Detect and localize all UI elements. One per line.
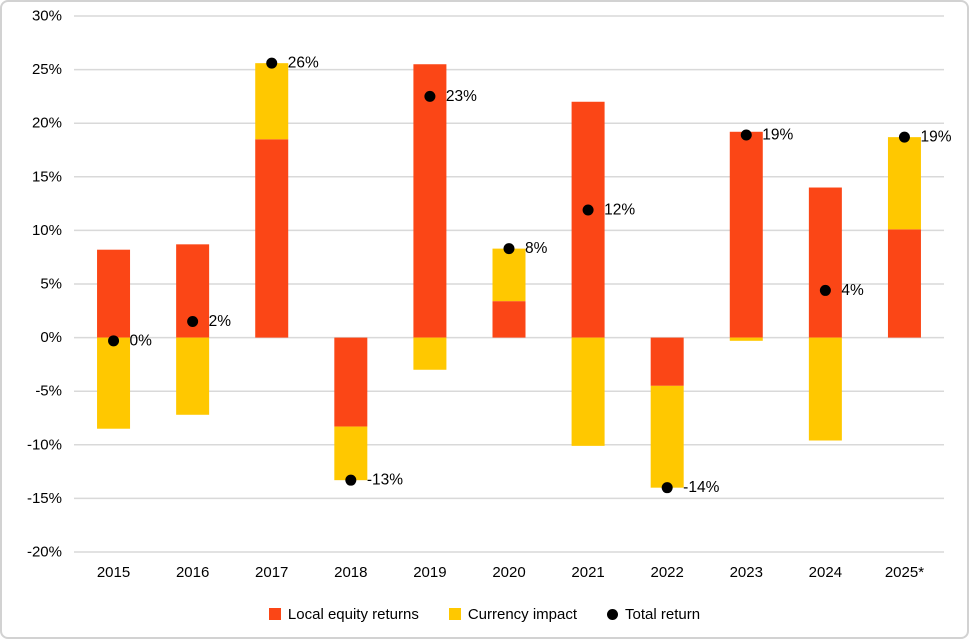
bar-segment-local-equity-2021 xyxy=(571,101,605,338)
bar-segment-currency-2023 xyxy=(729,337,763,341)
y-axis-tick-label: -20% xyxy=(27,544,62,561)
total-return-data-label: -13% xyxy=(367,472,403,489)
bar-segment-local-equity-2025* xyxy=(887,229,921,338)
total-return-data-label: 19% xyxy=(920,129,951,146)
y-axis-tick-label: 20% xyxy=(32,115,62,132)
total-return-dot-2016 xyxy=(187,316,199,328)
total-return-dot-2019 xyxy=(424,90,436,102)
total-return-dot-2017 xyxy=(266,57,278,69)
y-axis-tick-label: 5% xyxy=(40,276,62,293)
legend-item-total-return: Total return xyxy=(607,606,700,623)
legend-marker-local-equity-returns-icon xyxy=(268,608,281,620)
total-return-data-label: 23% xyxy=(446,88,477,105)
x-axis-tick-label: 2024 xyxy=(809,564,842,581)
total-return-dot-2020 xyxy=(503,243,515,255)
x-axis-tick-label: 2016 xyxy=(176,564,209,581)
bar-segment-currency-2024 xyxy=(808,337,842,441)
chart-legend: Local equity returns Currency impact Tot… xyxy=(2,594,967,634)
y-axis-tick-label: 10% xyxy=(32,222,62,239)
total-return-dot-2021 xyxy=(582,204,594,216)
total-return-dot-2025* xyxy=(898,131,910,143)
x-axis-tick-label: 2022 xyxy=(650,564,683,581)
legend-label-currency-impact: Currency impact xyxy=(467,605,578,623)
bar-segment-local-equity-2018 xyxy=(334,337,368,427)
bar-segment-currency-2025* xyxy=(887,137,921,230)
total-return-dot-2024 xyxy=(819,284,831,296)
total-return-data-label: 8% xyxy=(525,240,548,257)
bar-segment-local-equity-2022 xyxy=(650,337,684,386)
legend-marker-currency-impact-icon xyxy=(448,608,461,620)
total-return-dot-2023 xyxy=(740,129,752,141)
y-axis-tick-label: 0% xyxy=(40,329,62,346)
x-axis-tick-label: 2015 xyxy=(97,564,130,581)
x-axis-tick-label: 2021 xyxy=(571,564,604,581)
y-axis-tick-label: 25% xyxy=(32,61,62,78)
chart-plot: -20% -15% -10% -5% 0% 5% 10% 15% 20% 25% 30% 2015 20… xyxy=(27,8,952,582)
bar-segment-local-equity-2020 xyxy=(492,301,526,338)
legend-item-currency-impact: Currency impact xyxy=(448,605,578,623)
bar-segment-currency-2017 xyxy=(255,63,289,140)
bar-segment-currency-2018 xyxy=(334,426,368,481)
legend-label-total-return: Total return xyxy=(625,605,701,623)
x-axis-tick-label: 2018 xyxy=(334,564,367,581)
bar-segment-local-equity-2023 xyxy=(729,131,763,338)
y-axis-tick-label: 15% xyxy=(32,168,62,185)
bar-segment-local-equity-2015 xyxy=(97,249,131,338)
total-return-data-label: 19% xyxy=(762,126,793,143)
bar-segment-local-equity-2019 xyxy=(413,64,447,338)
x-axis-tick-label: 2017 xyxy=(255,564,288,581)
x-axis-tick-label: 2020 xyxy=(492,564,525,581)
bar-segment-currency-2016 xyxy=(176,337,210,415)
x-axis-tick-label: 2025* xyxy=(885,564,924,581)
total-return-data-label: 0% xyxy=(130,332,153,349)
y-axis-tick-label: -10% xyxy=(27,436,62,453)
bar-segment-currency-2022 xyxy=(650,385,684,488)
legend-label-local-equity-returns: Local equity returns xyxy=(287,605,419,623)
total-return-data-label: 12% xyxy=(604,202,635,219)
y-axis-tick-label: -15% xyxy=(27,490,62,507)
y-axis-tick-label: -5% xyxy=(35,383,62,400)
bar-segment-currency-2019 xyxy=(413,337,447,370)
total-return-data-label: 2% xyxy=(209,313,232,330)
total-return-data-label: 26% xyxy=(288,55,319,72)
bar-segment-currency-2015 xyxy=(97,337,131,429)
total-return-dot-2022 xyxy=(661,482,673,494)
x-axis-tick-label: 2023 xyxy=(730,564,763,581)
bar-segment-currency-2020 xyxy=(492,248,526,302)
legend-item-local-equity-returns: Local equity returns xyxy=(268,605,419,623)
y-axis-tick-label: 30% xyxy=(32,8,62,25)
total-return-data-label: -14% xyxy=(683,479,719,496)
total-return-dot-2015 xyxy=(108,335,120,347)
total-return-dot-2018 xyxy=(345,474,357,486)
bar-segment-currency-2021 xyxy=(571,337,605,446)
legend-marker-total-return-icon xyxy=(607,608,619,620)
bar-segment-local-equity-2024 xyxy=(808,187,842,338)
total-return-data-label: 4% xyxy=(841,282,864,299)
bar-segment-local-equity-2017 xyxy=(255,139,289,338)
x-axis-tick-label: 2019 xyxy=(413,564,446,581)
